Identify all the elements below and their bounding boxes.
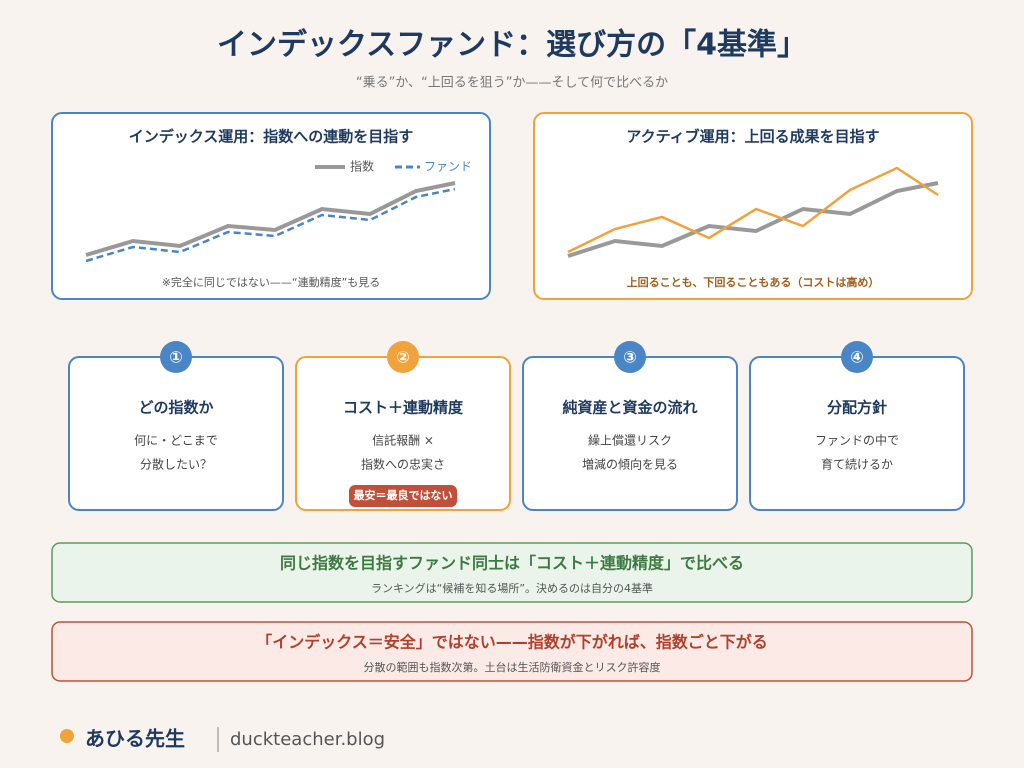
criterion-line: 繰上償還リスク (588, 434, 672, 448)
criterion-title: コスト＋連動精度 (343, 399, 464, 417)
criterion-badge-circle (841, 341, 873, 373)
warning-badge (349, 485, 457, 507)
legend-label: 指数 (350, 159, 374, 174)
callout-headline: 「インデックス＝安全」ではない——指数が下がれば、指数ごと下がる (256, 633, 768, 652)
criterion-number: ② (396, 348, 410, 367)
callout-sub: ランキングは“候補を知る場所”。決めるのは自分の4基準 (371, 581, 653, 595)
criterion-line: 信託報酬 × (372, 433, 434, 448)
callout-headline: 同じ指数を目指すファンド同士は「コスト＋連動精度」で比べる (280, 554, 744, 573)
criterion-line: ファンドの中で (815, 433, 899, 448)
callout-green (51, 542, 973, 603)
index-line (567, 181, 939, 258)
panel-note: ※完全に同じではない——“連動精度”も見る (162, 275, 381, 289)
subtitle: “乗る”か、“上回るを狙う”か——そして何で比べるか (356, 75, 668, 91)
panel-index (51, 112, 491, 300)
panel-active (533, 112, 973, 300)
criterion-badge-circle (160, 341, 192, 373)
criterion-title: 純資産と資金の流れ (562, 399, 697, 417)
criterion-badge-circle (387, 341, 419, 373)
criterion-title: どの指数か (138, 399, 213, 417)
warning-text: 最安＝最良ではない (354, 488, 453, 502)
criterion-line: 指数への忠実さ (361, 457, 445, 472)
brand: あひる先生 (85, 727, 185, 751)
site: duckteacher.blog (230, 729, 385, 750)
panel-title: アクティブ運用：上回る成果を目指す (626, 128, 879, 146)
criterion-badge-circle (614, 341, 646, 373)
index-line (85, 181, 456, 257)
criterion-line: 育て続けるか (821, 457, 893, 472)
active-line (567, 166, 939, 254)
legend-label: ファンド (424, 160, 472, 174)
callout-red (51, 621, 973, 682)
criterion-line: 分散したい？ (140, 457, 212, 472)
panel-title: インデックス運用：指数への連動を目指す (129, 128, 414, 146)
criterion-line: 増減の傾向を見る (582, 457, 678, 472)
callout-sub: 分散の範囲も指数次第。土台は生活防衛資金とリスク許容度 (364, 660, 661, 674)
criterion-line: 何に・どこまで (134, 434, 218, 448)
brand-dot (60, 729, 74, 743)
criterion-title: 分配方針 (827, 399, 887, 417)
panel-note: 上回ることも、下回ることもある（コストは高め） (627, 275, 880, 289)
criterion-number: ③ (623, 348, 637, 367)
title: インデックスファンド：選び方の「4基準」 (217, 28, 807, 63)
criterion-number: ① (169, 348, 183, 367)
criterion-number: ④ (850, 348, 864, 367)
